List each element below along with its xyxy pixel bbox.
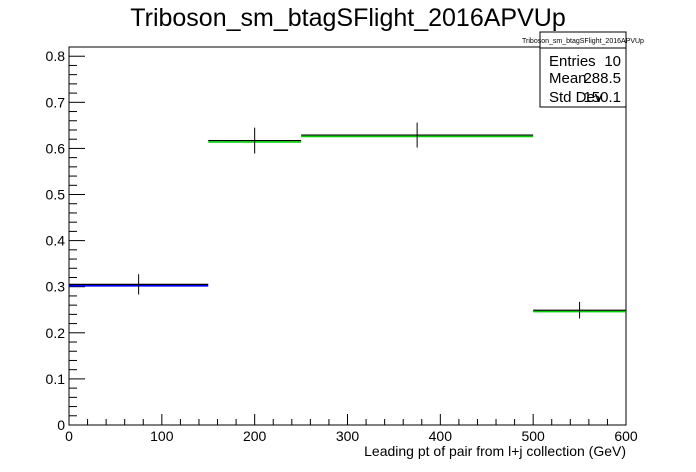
y-tick-label: 0.6 — [46, 140, 66, 156]
stats-entries-value: 10 — [604, 53, 621, 70]
x-tick-label: 0 — [65, 428, 73, 444]
y-tick-label: 0.4 — [46, 233, 66, 249]
y-tick-label: 0.1 — [46, 371, 66, 387]
stats-box: Triboson_sm_btagSFlight_2016APVUp Entrie… — [522, 31, 644, 108]
stats-box-name: Triboson_sm_btagSFlight_2016APVUp — [522, 38, 644, 45]
y-tick-label: 0.5 — [46, 187, 66, 203]
histogram-bins — [69, 122, 626, 319]
x-axis-title: Leading pt of pair from l+j collection (… — [364, 443, 626, 459]
x-tick-label: 400 — [429, 428, 453, 444]
y-tick-label: 0.8 — [46, 48, 66, 64]
stats-entries-label: Entries — [549, 53, 596, 70]
y-tick-label: 0.3 — [46, 279, 66, 295]
x-tick-label: 600 — [614, 428, 638, 444]
x-tick-label: 300 — [336, 428, 360, 444]
stats-mean-label: Mean — [549, 70, 587, 87]
stats-mean-value: 288.5 — [583, 70, 621, 87]
chart-title: Triboson_sm_btagSFlight_2016APVUp — [130, 4, 565, 32]
x-tick-label: 200 — [243, 428, 267, 444]
y-tick-label: 0.7 — [46, 94, 66, 110]
y-axis: 0 0.1 0.2 0.3 0.4 0.5 0.6 0.7 0.8 — [46, 46, 85, 433]
stats-box-frame — [539, 31, 627, 108]
stats-stddev-label: Std Dev — [549, 89, 603, 106]
x-axis: 0 100 200 300 400 500 600 — [65, 414, 638, 444]
y-tick-label: 0.2 — [46, 325, 66, 341]
x-tick-label: 100 — [150, 428, 174, 444]
stats-stddev-value: 150.1 — [583, 89, 621, 106]
y-tick-label: 0 — [57, 417, 65, 433]
x-tick-label: 500 — [521, 428, 545, 444]
